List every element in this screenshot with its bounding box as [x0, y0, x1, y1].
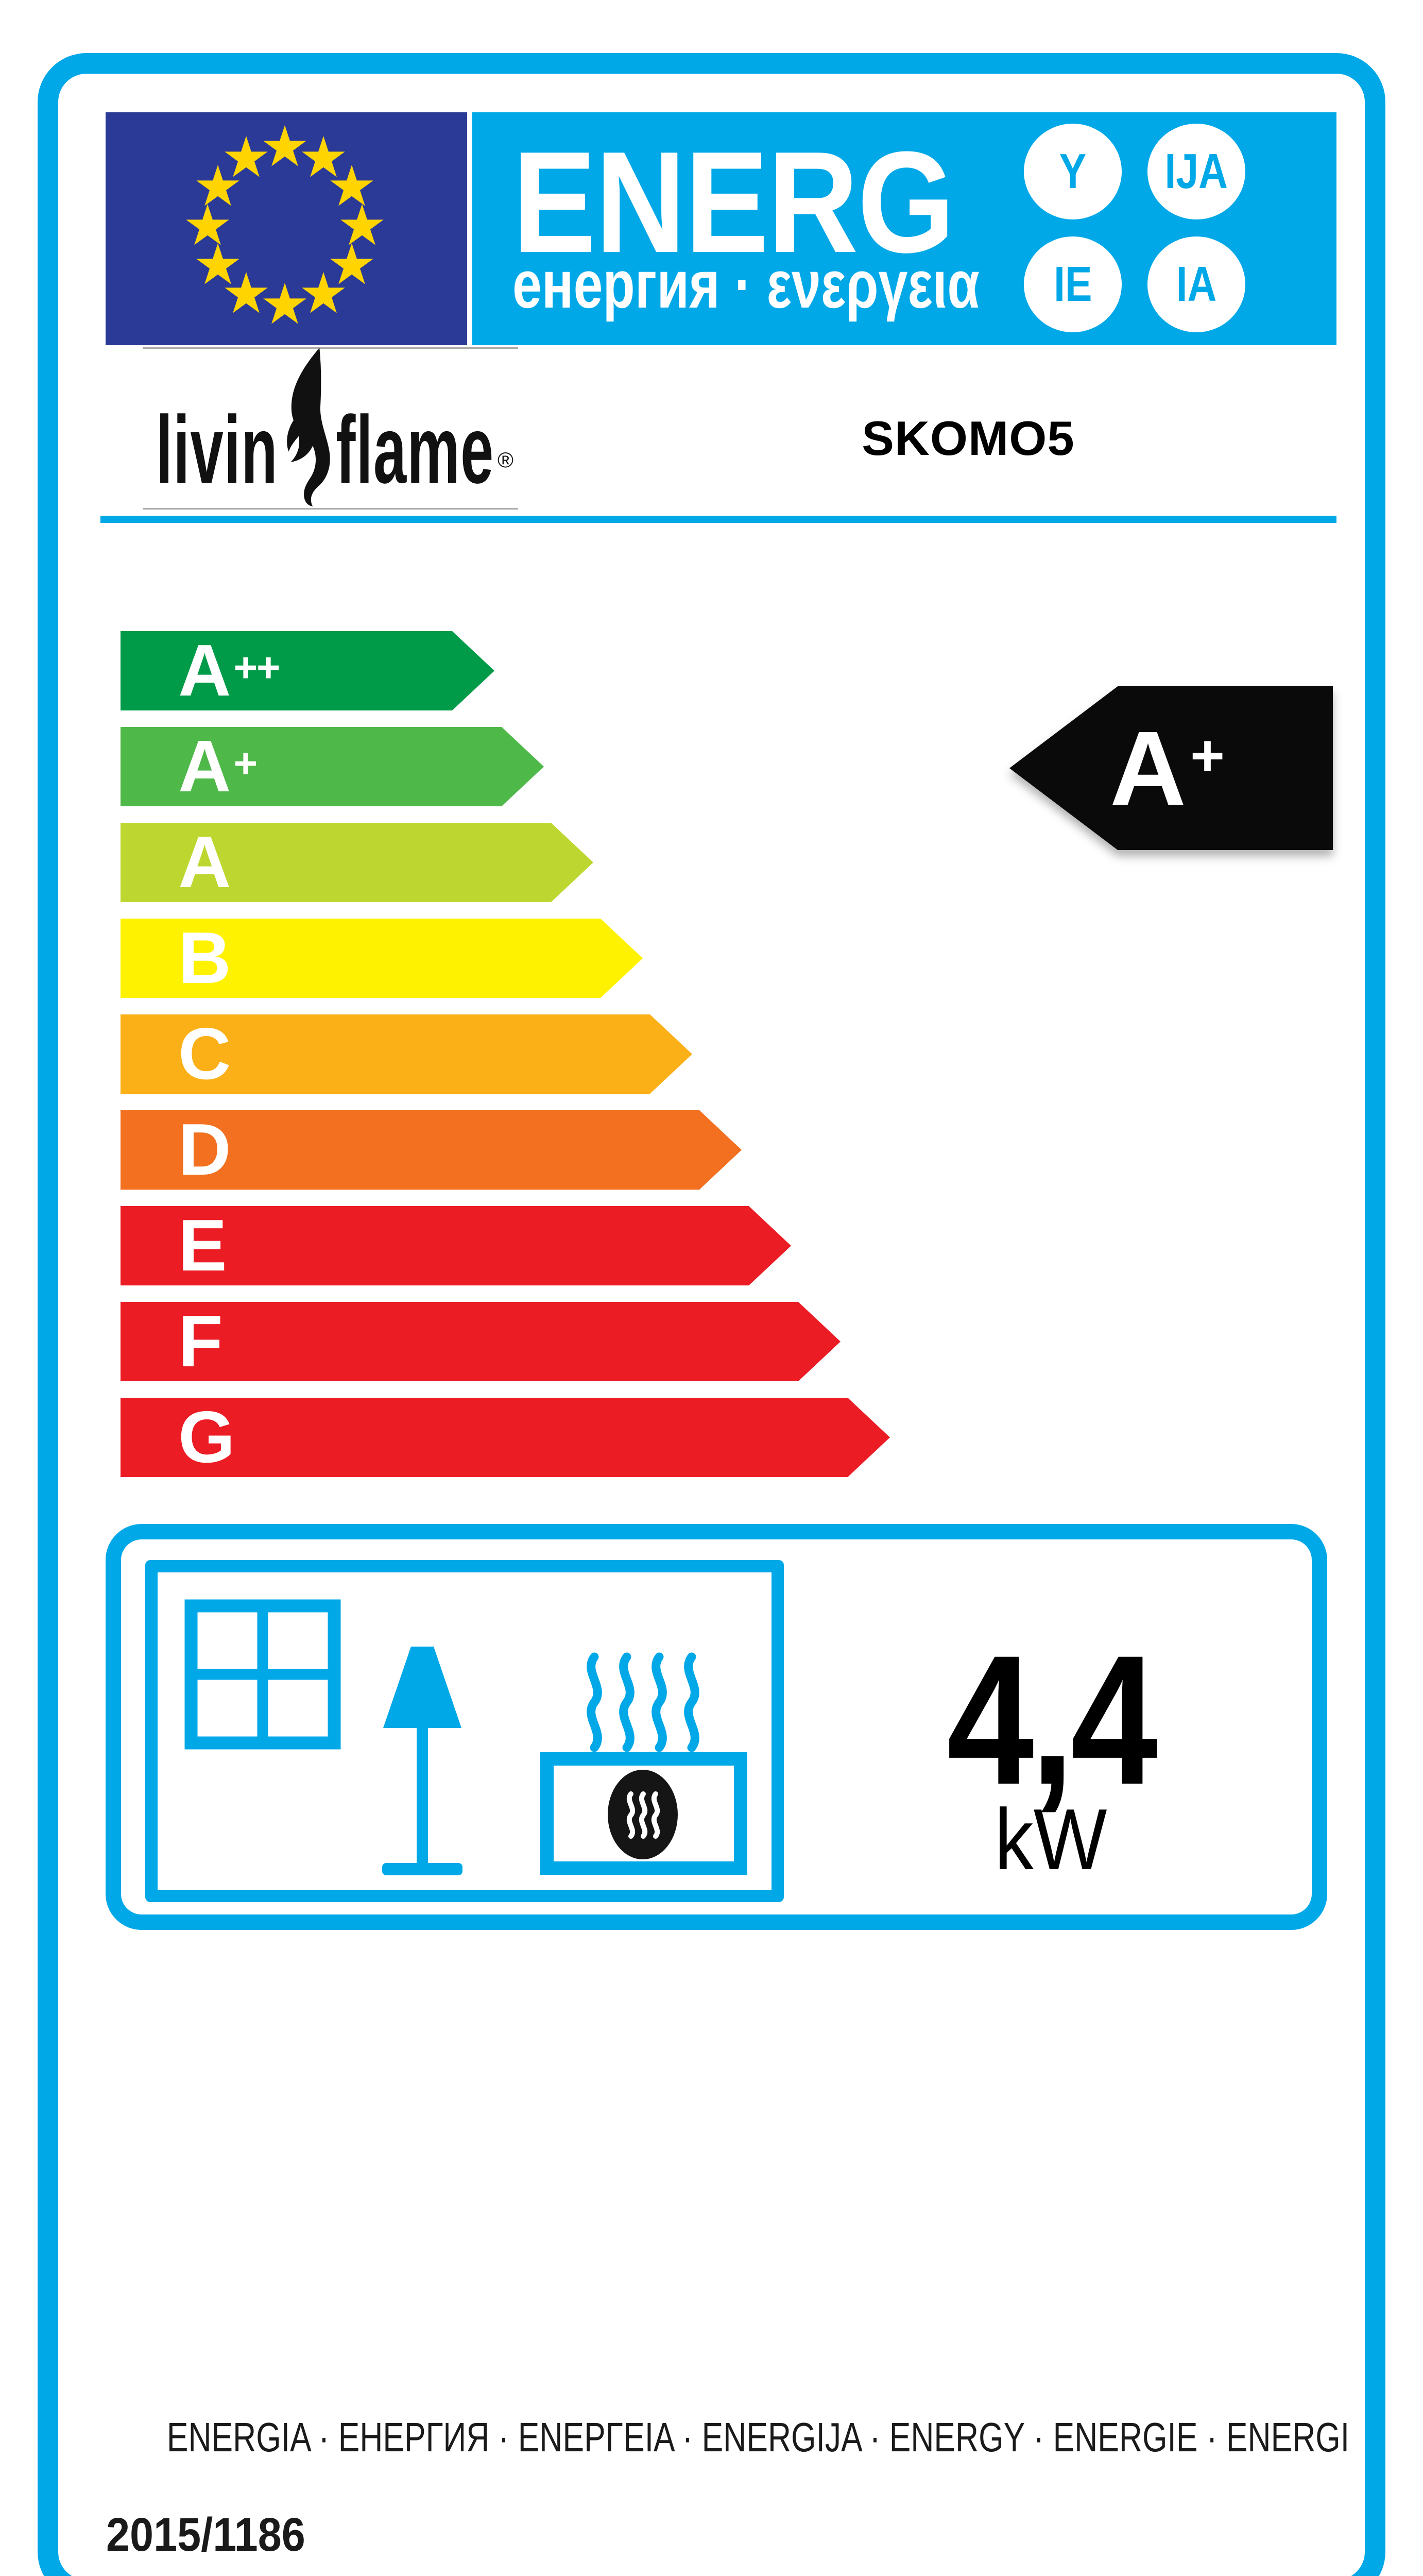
floor-lamp-icon: [382, 1647, 462, 1875]
regulation-number: 2015/1186: [106, 2509, 305, 2561]
window-icon: [184, 1599, 341, 1750]
flame-logo-icon: [287, 348, 330, 506]
registered-trademark: ®: [498, 448, 513, 472]
logo-bottom-hairline: [143, 508, 518, 510]
energ-suffix-badge-ija: IJA: [1147, 124, 1245, 219]
direct-heat-icon-box: [145, 1560, 784, 1902]
heat-waves-icon: [587, 1652, 699, 1752]
product-rating-arrow-shape: A+: [1009, 686, 1333, 850]
product-rating-arrow: A+: [1009, 686, 1333, 850]
energy-word-languages: ENERGIA · ЕНЕРГИЯ · ΕΝΕΡΓΕΙΑ · ENERGIJA …: [166, 2414, 1350, 2460]
stove-icon: [540, 1752, 747, 1875]
header-subtitle-text: енергия · ενεργεια: [512, 246, 980, 322]
heat-output-unit: kW: [994, 1791, 1107, 1888]
energ-suffix-badge-ie: IE: [1024, 236, 1122, 332]
energ-suffix-badge-y: Y: [1024, 124, 1122, 219]
rating-bar-e: E: [121, 1206, 791, 1285]
rating-bar-b: B: [121, 919, 643, 998]
rating-bar-a-plus: A+: [121, 727, 544, 806]
eu-flag-icon: [106, 112, 467, 345]
brand-name-flame: flame: [336, 397, 494, 503]
energ-suffix-badge-ia: IA: [1147, 236, 1245, 332]
heat-output-value: 4,4: [947, 1617, 1158, 1823]
model-name: SKOMO5: [862, 411, 1075, 465]
header-energ-text: ENERG: [512, 122, 955, 283]
rating-bar-d: D: [121, 1110, 742, 1190]
rating-bar-f: F: [121, 1302, 841, 1381]
rating-bar-c: C: [121, 1014, 692, 1094]
rating-bar-a-plus-plus: A++: [121, 631, 494, 710]
brand-name-livin: livin: [156, 397, 278, 503]
header-divider: [100, 516, 1336, 523]
rating-bar-a: A: [121, 823, 593, 902]
logo-top-hairline: [143, 347, 518, 349]
rating-bar-g: G: [121, 1398, 890, 1477]
